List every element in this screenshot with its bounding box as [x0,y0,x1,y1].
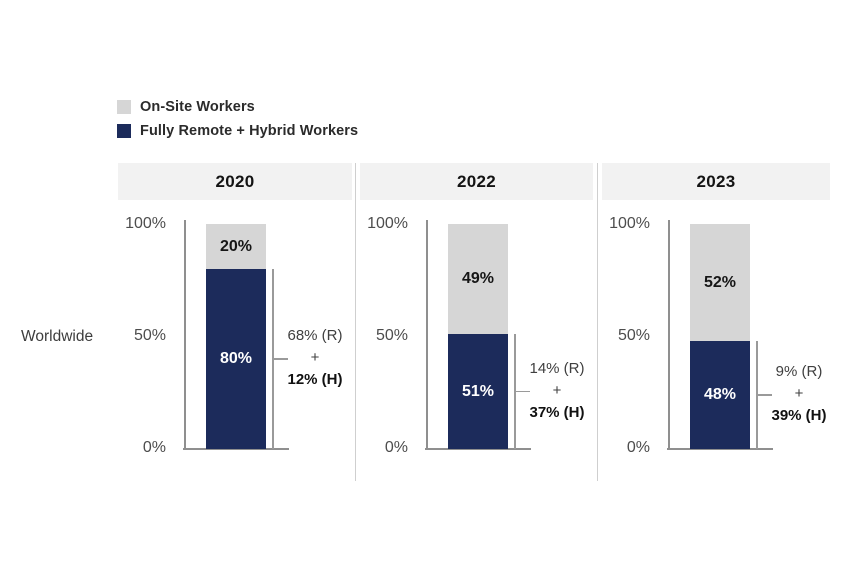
legend-item-remote-hybrid: Fully Remote + Hybrid Workers [117,123,358,139]
annotation-tick-line [272,358,288,360]
stacked-bar-2020: 20% 80% [206,224,266,449]
year-header-label: 2023 [696,171,736,191]
y-axis-line [668,220,670,449]
segment-value-label: 52% [703,273,737,291]
legend-item-onsite: On-Site Workers [117,99,358,115]
annotation-note: 9% (R) + 39% (H) [760,361,838,427]
stacked-bar-2023: 52% 48% [690,224,750,449]
hybrid-note-label: 37% (H) [529,403,585,421]
bar-segment-remote-hybrid: 80% [206,269,266,449]
onsite-swatch-icon [117,100,131,114]
remote-note-label: 14% (R) [529,359,585,377]
y-axis-tick-50: 50% [133,327,166,344]
annotation-tick-line [756,394,772,396]
year-panel-2020: 2020 100% 50% 0% 20% 80% 68% (R) + 12% (… [118,163,352,503]
plus-sign: + [310,349,320,366]
legend-label-remote-hybrid: Fully Remote + Hybrid Workers [140,123,359,139]
segment-value-label: 49% [461,270,495,287]
y-axis-tick-100: 100% [125,215,166,232]
y-axis-tick-100: 100% [367,215,408,232]
year-header-label: 2020 [215,171,255,191]
segment-value-label: 20% [219,237,253,255]
stacked-bar-2022: 49% 51% [448,224,508,449]
remote-note-label: 68% (R) [287,327,343,344]
annotation-note: 68% (R) + 12% (H) [276,325,354,391]
y-axis-tick-0: 0% [142,439,166,456]
annotation-note: 14% (R) + 37% (H) [518,358,596,424]
row-label-worldwide: Worldwide [21,328,94,345]
segment-value-label: 80% [219,350,253,367]
bar-segment-remote-hybrid: 51% [448,334,508,449]
segment-value-label: 48% [703,386,737,403]
y-axis-line [426,220,428,449]
y-axis-line [184,220,186,449]
hybrid-note-label: 39% (H) [771,407,827,424]
remote-note-label: 9% (R) [775,363,823,380]
year-panel-2023: 2023 100% 50% 0% 52% 48% 9% (R) + 39% (H… [602,163,830,503]
chart-legend: On-Site Workers Fully Remote + Hybrid Wo… [117,99,358,147]
year-panel-2022: 2022 100% 50% 0% 49% 51% 14% (R) + 37% (… [360,163,593,503]
plus-sign: + [794,385,804,402]
bar-segment-onsite: 49% [448,224,508,334]
remote-hybrid-swatch-icon [117,124,131,138]
year-header-2020: 2020 [118,163,352,200]
y-axis-tick-50: 50% [617,327,650,344]
year-header-2023: 2023 [602,163,830,200]
segment-value-label: 51% [461,382,495,400]
y-axis-tick-100: 100% [609,215,650,232]
column-divider [355,163,356,481]
bar-segment-onsite: 52% [690,224,750,341]
bar-segment-onsite: 20% [206,224,266,269]
bar-segment-remote-hybrid: 48% [690,341,750,449]
y-axis-tick-0: 0% [626,439,650,456]
hybrid-note-label: 12% (H) [287,371,343,388]
year-header-2022: 2022 [360,163,593,200]
year-header-label: 2022 [456,171,497,191]
y-axis-tick-50: 50% [375,327,408,344]
plus-sign: + [552,381,562,399]
y-axis-tick-0: 0% [384,439,408,456]
annotation-tick-line [514,390,530,392]
column-divider [597,163,598,481]
legend-label-onsite: On-Site Workers [140,99,255,115]
